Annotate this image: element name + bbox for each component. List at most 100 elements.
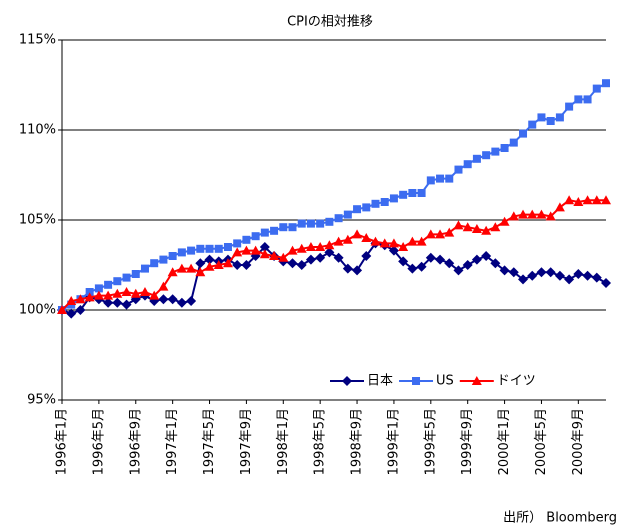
marker	[591, 195, 602, 205]
marker	[241, 260, 252, 270]
marker	[527, 209, 538, 219]
marker	[187, 246, 196, 255]
marker	[508, 267, 519, 278]
marker	[222, 258, 233, 268]
marker	[499, 265, 510, 276]
marker	[343, 210, 352, 219]
marker	[528, 120, 537, 129]
marker	[490, 258, 501, 269]
marker	[518, 209, 529, 219]
marker	[122, 273, 131, 282]
marker	[104, 280, 113, 289]
marker	[259, 242, 270, 252]
marker	[186, 263, 197, 273]
marker	[573, 197, 584, 206]
marker	[130, 288, 141, 298]
marker	[601, 278, 611, 288]
marker	[315, 252, 326, 263]
marker	[398, 256, 409, 267]
marker	[582, 195, 593, 205]
marker	[435, 229, 446, 239]
marker	[176, 263, 187, 273]
marker	[554, 270, 565, 281]
marker	[436, 174, 445, 183]
y-tick-label: 100%	[19, 303, 56, 318]
marker	[150, 259, 159, 268]
marker	[482, 151, 491, 160]
marker	[259, 249, 270, 259]
marker	[389, 194, 398, 203]
marker	[462, 222, 473, 232]
marker	[592, 84, 601, 93]
marker	[361, 251, 372, 261]
marker	[324, 240, 335, 250]
marker	[342, 376, 352, 386]
marker	[388, 238, 399, 248]
marker	[140, 264, 149, 273]
marker	[426, 176, 435, 185]
marker	[388, 245, 399, 256]
y-tick-label: 105%	[19, 213, 56, 228]
marker	[242, 235, 251, 244]
marker	[251, 232, 260, 241]
marker	[407, 236, 418, 246]
marker	[316, 219, 325, 228]
marker	[94, 284, 103, 293]
marker	[241, 245, 252, 255]
marker	[158, 281, 169, 291]
marker	[121, 287, 132, 296]
x-tick-label: 1996年1月	[55, 408, 70, 475]
x-tick-label: 1997年1月	[165, 408, 180, 475]
marker	[214, 244, 223, 253]
marker	[362, 203, 371, 212]
marker	[149, 290, 160, 300]
marker	[462, 260, 473, 270]
marker	[223, 243, 232, 251]
marker	[305, 242, 316, 251]
marker	[75, 294, 86, 304]
marker	[305, 254, 316, 265]
marker	[334, 214, 343, 223]
y-tick-label: 95%	[27, 393, 56, 408]
x-tick-label: 1996年5月	[91, 408, 106, 475]
marker	[121, 299, 132, 310]
marker	[113, 277, 122, 286]
marker	[260, 228, 269, 237]
marker	[196, 244, 205, 253]
marker	[564, 195, 575, 205]
marker	[177, 248, 186, 257]
marker	[278, 252, 289, 262]
marker	[342, 263, 353, 274]
marker	[279, 223, 288, 232]
marker	[527, 270, 538, 281]
legend-label: US	[436, 374, 454, 389]
marker	[112, 288, 123, 298]
marker	[176, 297, 187, 308]
marker	[481, 225, 492, 235]
marker	[370, 236, 381, 246]
marker	[545, 211, 556, 221]
y-tick-label: 110%	[19, 123, 56, 138]
marker	[315, 242, 326, 251]
marker	[103, 297, 114, 308]
marker	[472, 154, 481, 163]
marker	[250, 245, 261, 255]
x-tick-label: 1998年1月	[276, 408, 291, 475]
marker	[582, 270, 593, 281]
marker	[167, 294, 178, 305]
marker	[554, 202, 565, 212]
marker	[545, 267, 556, 278]
marker	[399, 190, 408, 199]
x-tick-label: 1996年9月	[128, 408, 143, 475]
marker	[361, 233, 372, 242]
marker	[471, 224, 482, 233]
x-tick-label: 1999年5月	[423, 408, 438, 475]
marker	[158, 294, 169, 305]
marker	[408, 189, 417, 197]
x-tick-label: 1998年5月	[313, 408, 328, 475]
source-note: 出所） Bloomberg	[503, 511, 617, 526]
marker	[232, 247, 243, 257]
x-tick-label: 2000年5月	[534, 408, 549, 475]
marker	[471, 376, 482, 385]
